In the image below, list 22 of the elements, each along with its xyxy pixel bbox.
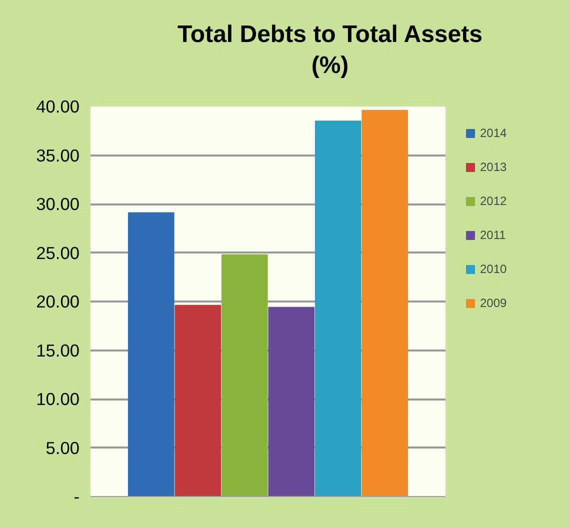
y-tick-label: 20.00 <box>36 292 80 312</box>
bar <box>314 121 362 497</box>
bar <box>268 307 315 497</box>
bar <box>128 212 174 497</box>
legend-label: 2012 <box>480 194 507 208</box>
y-tick-label: 40.00 <box>36 96 80 117</box>
legend-label: 2010 <box>480 262 507 276</box>
bar <box>221 254 268 497</box>
y-tick-label: 5.00 <box>46 438 80 458</box>
y-tick-label: 25.00 <box>36 243 80 264</box>
bar <box>362 110 408 497</box>
y-tick-label: 10.00 <box>36 389 80 410</box>
y-tick-label: 30.00 <box>36 194 80 214</box>
legend-label: 2011 <box>480 228 506 242</box>
chart-title: Total Debts to Total Assets (%) <box>178 20 482 82</box>
y-tick-label: - <box>74 486 80 507</box>
legend-label: 2009 <box>480 296 507 310</box>
y-tick-label: 15.00 <box>36 340 80 361</box>
y-tick-label: 35.00 <box>36 146 80 166</box>
bar <box>174 305 222 497</box>
legend-label: 2013 <box>480 160 507 174</box>
legend-label: 2014 <box>480 126 507 140</box>
